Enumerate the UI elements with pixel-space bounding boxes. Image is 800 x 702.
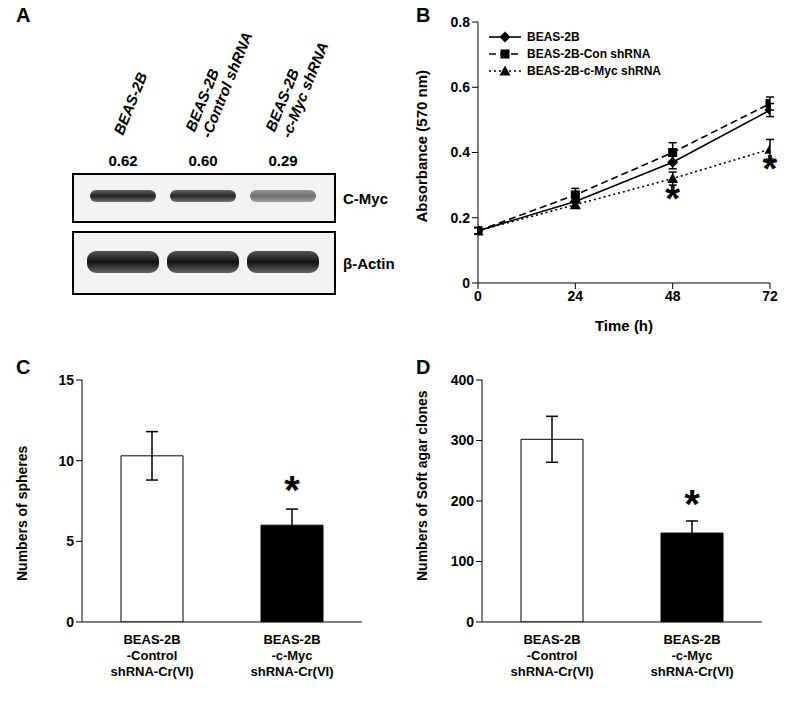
html-text:BEAS-2B-Con shRNA: BEAS-2B-Con shRNA (527, 46, 651, 61)
svg-text:C-Myc: C-Myc (343, 190, 388, 207)
svg-text:10: 10 (58, 453, 74, 469)
svg-text:β-Actin: β-Actin (343, 255, 395, 272)
svg-text:0.62: 0.62 (108, 152, 137, 169)
svg-text:*: * (763, 148, 778, 190)
html-text:BEAS-2B-c-Myc shRNA: BEAS-2B-c-Myc shRNA (527, 63, 661, 78)
svg-text:Absorbance (570 nm): Absorbance (570 nm) (413, 70, 430, 223)
svg-text:300: 300 (451, 432, 475, 448)
svg-text:15: 15 (58, 372, 74, 388)
svg-text:0.8: 0.8 (451, 14, 471, 30)
svg-text:Numbers of Soft agar clones: Numbers of Soft agar clones (414, 390, 430, 581)
svg-text:24: 24 (568, 288, 584, 304)
svg-text:5: 5 (66, 533, 74, 549)
svg-text:BEAS-2B-Control shRNA: BEAS-2B-Control shRNA (182, 23, 256, 140)
svg-text:0.4: 0.4 (451, 144, 471, 160)
svg-text:BEAS-2B-c-MycshRNA-Cr(VI): BEAS-2B-c-MycshRNA-Cr(VI) (250, 632, 333, 679)
svg-text:BEAS-2B: BEAS-2B (110, 70, 150, 138)
svg-text:*: * (665, 178, 680, 220)
svg-text:72: 72 (762, 288, 778, 304)
html-text:C: C (16, 356, 31, 378)
svg-text:0: 0 (462, 275, 470, 291)
svg-text:Numbers of spheres: Numbers of spheres (14, 445, 30, 581)
svg-text:400: 400 (451, 372, 475, 388)
svg-text:100: 100 (451, 553, 475, 569)
svg-text:0.2: 0.2 (451, 210, 471, 226)
svg-text:0: 0 (466, 614, 474, 630)
svg-text:BEAS-2B-c-MycshRNA-Cr(VI): BEAS-2B-c-MycshRNA-Cr(VI) (650, 632, 733, 679)
svg-text:0.6: 0.6 (451, 79, 471, 95)
html-text:A: A (16, 4, 31, 26)
svg-text:0.29: 0.29 (268, 152, 297, 169)
svg-text:BEAS-2B-ControlshRNA-Cr(VI): BEAS-2B-ControlshRNA-Cr(VI) (110, 632, 193, 679)
svg-text:BEAS-2B-ControlshRNA-Cr(VI): BEAS-2B-ControlshRNA-Cr(VI) (510, 632, 593, 679)
svg-text:48: 48 (665, 288, 681, 304)
svg-text:*: * (684, 482, 700, 526)
svg-text:*: * (284, 468, 300, 512)
svg-text:0.60: 0.60 (188, 152, 217, 169)
svg-text:Time (h): Time (h) (595, 317, 653, 334)
svg-text:0: 0 (66, 614, 74, 630)
html-text:B: B (416, 4, 431, 26)
svg-text:BEAS-2B-c-Myc shRNA: BEAS-2B-c-Myc shRNA (262, 33, 332, 140)
svg-text:0: 0 (474, 288, 482, 304)
html-text:BEAS-2B: BEAS-2B (527, 29, 580, 44)
html-text:D: D (416, 356, 431, 378)
svg-text:200: 200 (451, 493, 475, 509)
